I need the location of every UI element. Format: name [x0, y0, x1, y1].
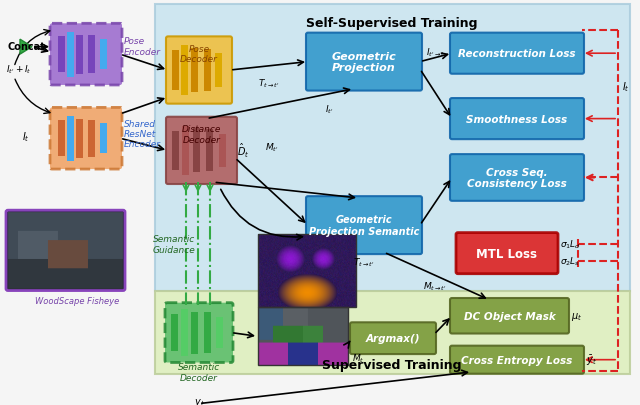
Text: Semantic
Guidance: Semantic Guidance	[152, 234, 195, 254]
Text: $\sigma_1 L_d$: $\sigma_1 L_d$	[560, 238, 581, 250]
Text: Pose
Encoder: Pose Encoder	[124, 37, 161, 57]
FancyBboxPatch shape	[450, 155, 584, 201]
Bar	[155, 292, 630, 374]
Text: $\sigma_2 L_s$: $\sigma_2 L_s$	[560, 255, 580, 267]
Text: $I_{t^{\prime}}+I_t$: $I_{t^{\prime}}+I_t$	[6, 64, 31, 76]
Text: $I_{t^{\prime}}$: $I_{t^{\prime}}$	[325, 103, 334, 115]
Text: Geometric
Projection: Geometric Projection	[332, 52, 396, 73]
Bar	[67, 117, 74, 161]
Text: $M_t$: $M_t$	[352, 352, 364, 364]
Bar	[216, 317, 223, 349]
Bar	[100, 124, 107, 154]
Text: Shared
ResNet
Encoder: Shared ResNet Encoder	[124, 119, 161, 149]
Bar	[206, 130, 213, 172]
Polygon shape	[20, 40, 32, 55]
Text: Cross Seq.
Consistency Loss: Cross Seq. Consistency Loss	[467, 167, 567, 189]
Bar	[172, 132, 179, 171]
Text: Argmax(): Argmax()	[365, 333, 420, 343]
Bar	[8, 213, 123, 289]
Bar	[215, 53, 222, 88]
Text: $I_{t^{\prime}\rightarrow t}$: $I_{t^{\prime}\rightarrow t}$	[426, 46, 445, 59]
Text: Supervised Training: Supervised Training	[323, 358, 461, 371]
Text: $\mu_t$: $\mu_t$	[571, 310, 582, 322]
Bar	[204, 50, 211, 92]
Text: Reconstruction Loss: Reconstruction Loss	[458, 49, 576, 59]
Bar	[193, 129, 200, 173]
Text: Pose
Decoder: Pose Decoder	[180, 45, 218, 64]
Text: WoodScape Fisheye: WoodScape Fisheye	[35, 296, 119, 305]
FancyBboxPatch shape	[450, 34, 584, 75]
FancyBboxPatch shape	[50, 24, 122, 86]
Bar	[155, 5, 630, 292]
Bar	[258, 235, 356, 307]
Bar	[172, 51, 179, 90]
Text: $T_{t\rightarrow t^{\prime}}$: $T_{t\rightarrow t^{\prime}}$	[353, 256, 375, 268]
Bar	[58, 37, 65, 73]
Bar	[76, 35, 83, 75]
FancyBboxPatch shape	[450, 346, 584, 374]
Text: $I_t$: $I_t$	[22, 130, 30, 144]
Text: Distance
Decoder: Distance Decoder	[182, 125, 221, 144]
Bar	[219, 135, 226, 167]
Text: $I_t$: $I_t$	[622, 80, 630, 94]
Text: $y_t$: $y_t$	[193, 396, 204, 405]
Text: $\bar{y}_t$: $\bar{y}_t$	[586, 353, 597, 367]
FancyBboxPatch shape	[306, 197, 422, 254]
Text: $M_{t^{\prime}}$: $M_{t^{\prime}}$	[264, 141, 278, 154]
Text: $M_{t\rightarrow t^{\prime}}$: $M_{t\rightarrow t^{\prime}}$	[423, 280, 447, 293]
FancyBboxPatch shape	[166, 37, 232, 104]
Bar	[88, 120, 95, 158]
Bar	[76, 119, 83, 158]
Bar	[171, 314, 178, 352]
Bar	[182, 126, 189, 176]
FancyBboxPatch shape	[456, 233, 558, 274]
FancyBboxPatch shape	[166, 117, 237, 185]
Text: Geometric
Projection Semantic: Geometric Projection Semantic	[309, 215, 419, 237]
FancyBboxPatch shape	[350, 322, 436, 354]
Text: Cross Entropy Loss: Cross Entropy Loss	[461, 355, 573, 365]
Text: Smoothness Loss: Smoothness Loss	[467, 114, 568, 124]
Bar	[67, 33, 74, 77]
FancyBboxPatch shape	[450, 99, 584, 140]
Text: Concat: Concat	[8, 42, 45, 51]
Bar	[100, 40, 107, 70]
Bar	[88, 36, 95, 74]
Bar	[58, 121, 65, 157]
Bar	[258, 307, 348, 365]
Bar	[204, 313, 211, 353]
FancyBboxPatch shape	[165, 303, 233, 362]
FancyBboxPatch shape	[450, 298, 569, 334]
Text: DC Object Mask: DC Object Mask	[463, 311, 556, 321]
Bar	[181, 309, 188, 356]
Text: Semantic
Decoder: Semantic Decoder	[178, 362, 220, 382]
Text: $\hat{D}_t$: $\hat{D}_t$	[237, 142, 250, 160]
Text: Self-Supervised Training: Self-Supervised Training	[307, 17, 477, 30]
Text: $T_{t\rightarrow t^{\prime}}$: $T_{t\rightarrow t^{\prime}}$	[258, 77, 280, 90]
FancyBboxPatch shape	[306, 34, 422, 92]
Bar	[191, 312, 198, 354]
Bar	[181, 46, 188, 96]
FancyBboxPatch shape	[50, 108, 122, 170]
Text: MTL Loss: MTL Loss	[477, 247, 538, 260]
Bar	[191, 49, 198, 93]
